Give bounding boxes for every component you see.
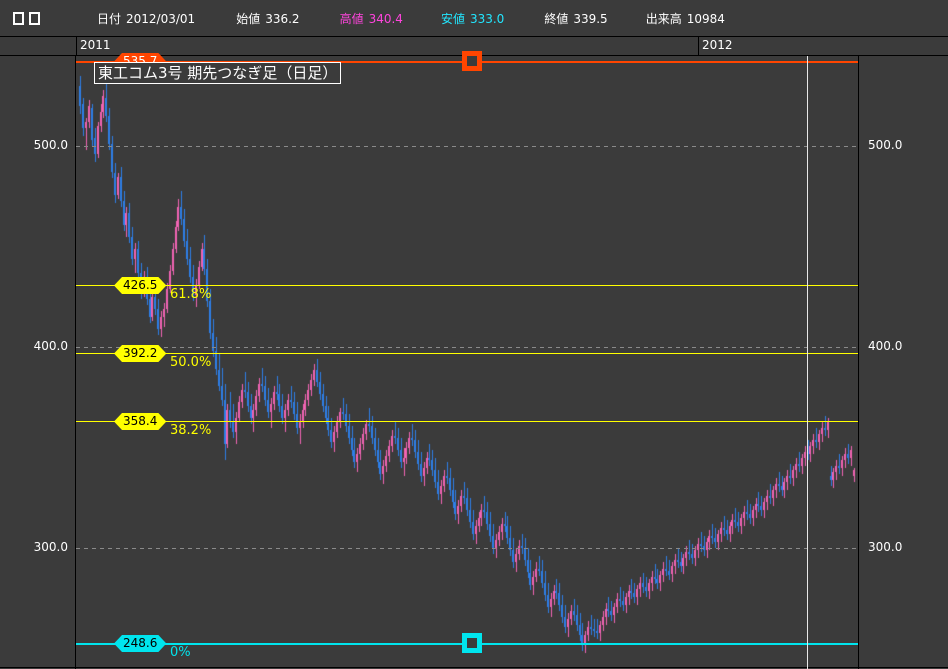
window-box-icon[interactable] — [29, 11, 40, 25]
year-label-2012: 2012 — [702, 38, 733, 52]
volume-value: 10984 — [686, 11, 725, 26]
crosshair-vertical-line — [807, 56, 808, 669]
price-chart[interactable]: 2011 2012 500.0 500.0 400.0 400.0 300.0 300.0 … — [0, 36, 948, 669]
fib-price-tag-358.4[interactable]: 358.4 — [114, 413, 166, 430]
chart-title-box[interactable]: 東工コム3号 期先つなぎ足（日足） — [94, 62, 342, 84]
fib-price-tag-392.2[interactable]: 392.2 — [114, 345, 166, 362]
price-axis-left-label: 300.0 — [33, 540, 68, 555]
price-axis-right-label: 300.0 — [868, 540, 903, 555]
plot-area[interactable] — [76, 56, 858, 669]
high-field: 高値 340.4 — [340, 10, 403, 27]
fib-percent-label-0%: 0% — [170, 645, 191, 660]
open-field: 始値 336.2 — [236, 10, 299, 27]
year-tick — [698, 36, 699, 56]
price-axis-right-label: 400.0 — [868, 339, 903, 354]
open-value: 336.2 — [265, 11, 300, 26]
frame-right-line — [858, 56, 859, 669]
low-value: 333.0 — [469, 11, 505, 26]
fib-top-handle[interactable] — [462, 51, 482, 71]
fib-line-358.4[interactable] — [76, 421, 858, 422]
close-label: 終値 — [544, 11, 569, 26]
volume-label: 出来高 — [645, 11, 682, 26]
candlestick-series — [76, 56, 858, 669]
fib-price-tag-426.5[interactable]: 426.5 — [114, 277, 166, 294]
year-tick — [76, 36, 77, 56]
frame-left-line — [75, 56, 76, 669]
volume-field: 出来高 10984 — [646, 10, 725, 27]
date-value: 2012/03/01 — [126, 11, 196, 26]
low-field: 安値 333.0 — [441, 10, 504, 27]
low-label: 安値 — [440, 11, 465, 26]
gridline — [76, 347, 858, 349]
high-label: 高値 — [339, 11, 364, 26]
close-value: 339.5 — [573, 11, 608, 26]
fib-percent-label-50.0%: 50.0% — [170, 355, 212, 370]
gridline — [76, 146, 858, 148]
window-control-icons[interactable] — [13, 11, 40, 25]
fib-percent-label-38.2%: 38.2% — [170, 423, 212, 438]
fib-bottom-handle[interactable] — [462, 633, 482, 653]
quote-header-bar: 日付 2012/03/01 始値 336.2 高値 340.4 安値 333.0… — [0, 0, 948, 36]
fib-line-426.5[interactable] — [76, 285, 858, 286]
date-field: 日付 2012/03/01 — [97, 10, 195, 27]
fib-percent-label-61.8%: 61.8% — [170, 287, 212, 302]
window-box-icon[interactable] — [13, 11, 24, 25]
price-axis-right-label: 500.0 — [868, 138, 903, 153]
high-value: 340.4 — [368, 11, 403, 26]
date-label: 日付 — [97, 11, 122, 26]
price-axis-left-label: 400.0 — [33, 339, 68, 354]
fib-price-tag-248.6[interactable]: 248.6 — [114, 635, 166, 652]
close-field: 終値 339.5 — [544, 10, 607, 27]
frame-top-line — [0, 36, 948, 37]
year-label-2011: 2011 — [80, 38, 111, 52]
open-label: 始値 — [236, 11, 261, 26]
time-axis: 2011 2012 — [0, 36, 948, 56]
gridline — [76, 548, 858, 550]
fib-line-392.2[interactable] — [76, 353, 858, 354]
price-axis-left-label: 500.0 — [33, 138, 68, 153]
